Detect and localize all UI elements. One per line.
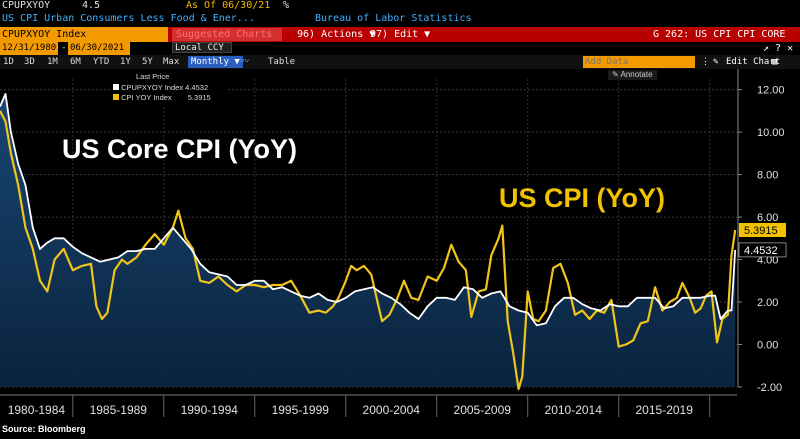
index-selector[interactable]: CPUPXYOY Index — [0, 27, 168, 42]
period-1m[interactable]: 1M — [47, 57, 58, 67]
frequency-selector[interactable]: Monthly ▼ — [188, 56, 243, 68]
window-controls[interactable]: ↗ ? ✕ — [763, 43, 794, 54]
legend-swatch-cpi — [113, 94, 119, 100]
actions-menu[interactable]: 96) Actions ▼ — [297, 29, 376, 40]
legend-core-value: 4.4532 — [185, 83, 209, 92]
legend-cpi-name: CPI YOY Index — [121, 93, 172, 102]
x-tick-label: 1995-1999 — [272, 403, 330, 417]
annotate-button[interactable]: ✎ Annotate — [608, 70, 657, 80]
ticker-label: CPUPXYOY — [2, 0, 51, 11]
toolbar: CPUPXYOY Index Suggested Charts 96) Acti… — [0, 27, 800, 42]
legend-title: Last Price — [136, 72, 170, 81]
header-row: CPUPXYOY 4.5 As Of 06/30/21 % — [0, 0, 800, 14]
add-data-input[interactable] — [583, 56, 695, 68]
data-source: Bureau of Labor Statistics — [315, 13, 472, 24]
chart-area: 12.00 10.00 8.00 6.00 4.00 2.00 0.00 -2.00 1980… — [0, 69, 800, 435]
percent-sign: % — [283, 0, 290, 11]
period-1d[interactable]: 1D — [3, 57, 14, 67]
source-footer: Source: Bloomberg — [2, 424, 86, 434]
end-date-input[interactable]: 06/30/2021 — [68, 42, 130, 55]
series-description: US CPI Urban Consumers Less Food & Ener.… — [2, 13, 255, 24]
as-of-date: As Of 06/30/21 — [186, 0, 271, 11]
table-button[interactable]: Table — [268, 57, 296, 67]
core-cpi-title: US Core CPI (YoY) — [62, 134, 297, 164]
description-row: US CPI Urban Consumers Less Food & Ener.… — [0, 13, 800, 27]
period-6m[interactable]: 6M — [70, 57, 81, 67]
date-range-row: 12/31/1980 - 06/30/2021 Local CCY ↗ ? ✕ — [0, 42, 800, 55]
core-cpi-line — [0, 93, 737, 327]
y-tick-label: 6.00 — [757, 212, 778, 224]
period-5y[interactable]: 5Y — [142, 57, 153, 67]
edit-menu[interactable]: 97) Edit ▼ — [370, 29, 431, 40]
period-3d[interactable]: 3D — [24, 57, 35, 67]
y-tick-label: 8.00 — [757, 170, 778, 182]
edit-chart-button[interactable]: Edit Chart — [726, 57, 781, 67]
x-axis: 1980-1984 1985-1989 1990-1994 1995-1999 2000… — [0, 394, 737, 417]
y-axis: 12.00 10.00 8.00 6.00 4.00 2.00 0.00 -2.00 — [737, 69, 785, 394]
last-value: 4.5 — [82, 0, 101, 11]
x-tick-label: 2015-2019 — [636, 403, 694, 417]
x-tick-label: 2005-2009 — [454, 403, 512, 417]
last-value-label: 4.4532 — [744, 245, 778, 257]
ellipsis-icon[interactable]: ⋮ — [701, 57, 710, 67]
legend-swatch-core — [113, 84, 119, 90]
legend: Last Price CPUPXYOY Index 4.4532 CPI YOY… — [110, 71, 228, 105]
frequency-label: Monthly — [191, 57, 229, 67]
last-value-labels: 5.3915 4.4532 — [738, 222, 787, 258]
x-tick-label: 1990-1994 — [181, 403, 239, 417]
annotate-label: Annotate — [620, 70, 653, 79]
y-tick-label: 2.00 — [757, 297, 778, 309]
last-value-label: 5.3915 — [744, 225, 778, 237]
suggested-charts-button[interactable]: Suggested Charts — [172, 28, 282, 41]
cpi-title: US CPI (YoY) — [499, 183, 665, 213]
legend-item-core[interactable]: CPUPXYOY Index 4.4532 — [113, 83, 208, 92]
period-1y[interactable]: 1Y — [120, 57, 131, 67]
period-ytd[interactable]: YTD — [93, 57, 110, 67]
last-value-box — [738, 242, 787, 258]
line-chart-icon[interactable]: 〰 — [240, 57, 250, 67]
legend-cpi-value: 5.3915 — [187, 93, 211, 102]
legend-core-name: CPUPXYOY Index — [121, 83, 184, 92]
legend-item-cpi[interactable]: CPI YOY Index 5.3915 — [113, 93, 211, 102]
y-tick-label: 12.00 — [757, 85, 785, 97]
y-tick-label: 10.00 — [757, 127, 785, 139]
x-tick-label: 1985-1989 — [90, 403, 148, 417]
cpi-yoy-line — [0, 110, 737, 391]
start-date-input[interactable]: 12/31/1980 — [0, 42, 58, 55]
page-title: G 262: US CPI CPI CORE — [653, 29, 786, 40]
period-max[interactable]: Max — [163, 57, 180, 67]
last-value-box — [739, 222, 786, 237]
chart-options-icon[interactable]: ▦ — [772, 57, 778, 67]
y-tick-label: -2.00 — [757, 382, 782, 394]
y-tick-label: 0.00 — [757, 340, 778, 352]
x-tick-label: 2000-2004 — [363, 403, 421, 417]
cpi-chart: 12.00 10.00 8.00 6.00 4.00 2.00 0.00 -2.00 1980… — [0, 69, 800, 435]
x-tick-label: 2010-2014 — [545, 403, 603, 417]
date-separator: - — [61, 43, 67, 53]
period-row: 1D 3D 1M 6M YTD 1Y 5Y Max Monthly ▼ 〰 Ta… — [0, 55, 800, 69]
gear-icon[interactable]: ✎ — [713, 57, 719, 67]
x-tick-label: 1980-1984 — [8, 403, 66, 417]
y-tick-label: 4.00 — [757, 255, 778, 267]
currency-selector[interactable]: Local CCY — [172, 42, 232, 53]
